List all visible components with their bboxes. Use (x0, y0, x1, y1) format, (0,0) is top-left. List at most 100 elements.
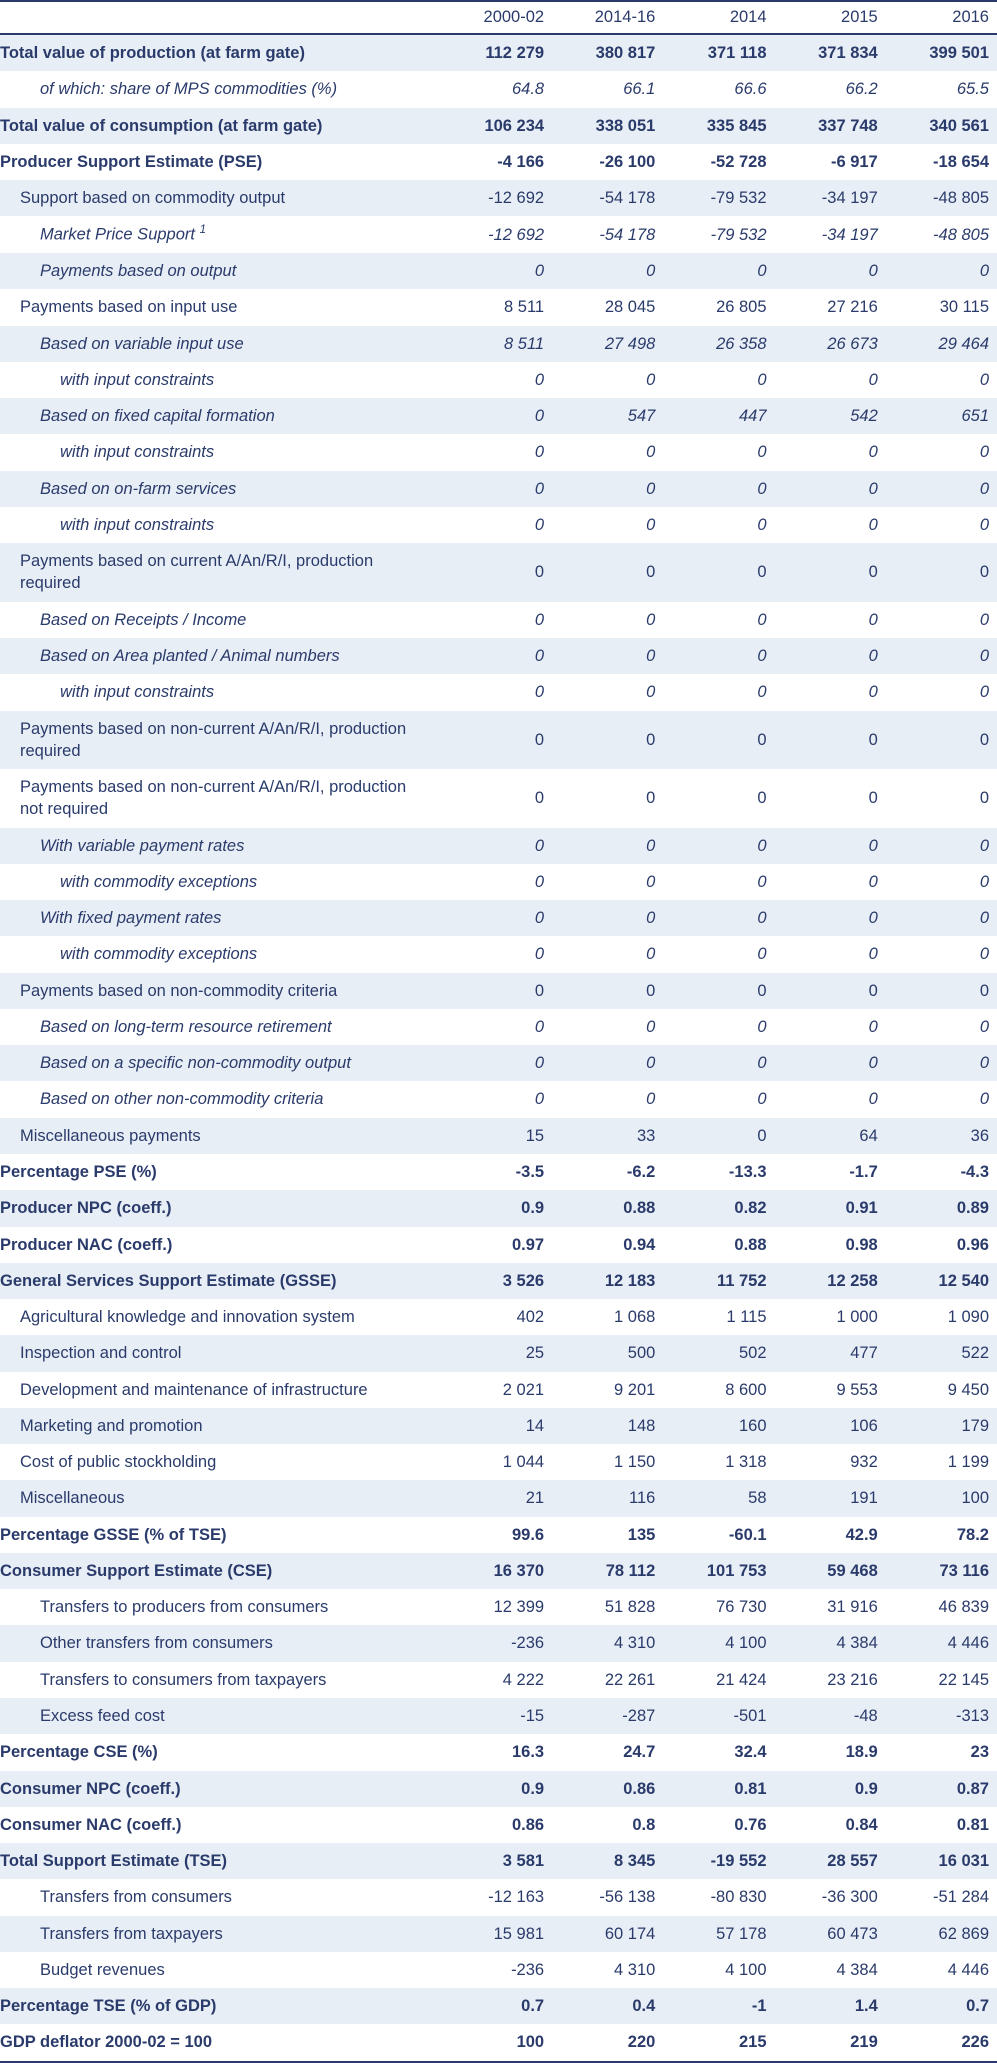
cell-value: 502 (663, 1335, 774, 1371)
cell-value: 0 (886, 638, 997, 674)
cell-value: 60 473 (775, 1916, 886, 1952)
table-row: Total value of consumption (at farm gate… (0, 108, 997, 144)
cell-value: 3 526 (441, 1263, 552, 1299)
col-2014-16: 2014-16 (552, 1, 663, 34)
cell-value: 0.7 (441, 1988, 552, 2024)
cell-value: 16.3 (441, 1734, 552, 1770)
cell-value: 0 (663, 711, 774, 770)
table-row: Based on long-term resource retirement00… (0, 1009, 997, 1045)
cell-value: 0.91 (775, 1190, 886, 1226)
row-label-text: Transfers to producers from consumers (40, 1598, 328, 1616)
cell-value: 148 (552, 1408, 663, 1444)
table-row: Producer NAC (coeff.)0.970.940.880.980.9… (0, 1227, 997, 1263)
row-label-text: With fixed payment rates (40, 909, 221, 927)
table-row: Based on on-farm services00000 (0, 471, 997, 507)
cell-value: 0 (886, 471, 997, 507)
cell-value: 0 (663, 973, 774, 1009)
cell-value: -313 (886, 1698, 997, 1734)
cell-value: 116 (552, 1480, 663, 1516)
cell-value: 0 (441, 362, 552, 398)
row-label-text: Market Price Support (40, 226, 195, 244)
cell-value: 26 673 (775, 326, 886, 362)
cell-value: 1 318 (663, 1444, 774, 1480)
cell-value: 0 (663, 1118, 774, 1154)
cell-value: 0 (441, 602, 552, 638)
col-2014: 2014 (663, 1, 774, 34)
cell-value: 0 (886, 674, 997, 710)
table-row: Marketing and promotion14148160106179 (0, 1408, 997, 1444)
cell-value: -18 654 (886, 144, 997, 180)
cell-value: 500 (552, 1335, 663, 1371)
cell-value: 0 (441, 507, 552, 543)
cell-value: 371 834 (775, 34, 886, 71)
cell-value: 0 (775, 1045, 886, 1081)
cell-value: 0 (663, 471, 774, 507)
cell-value: 0.96 (886, 1227, 997, 1263)
cell-value: 78 112 (552, 1553, 663, 1589)
cell-value: 0 (552, 362, 663, 398)
cell-value: -48 (775, 1698, 886, 1734)
cell-value: 46 839 (886, 1589, 997, 1625)
cell-value: 9 450 (886, 1372, 997, 1408)
cell-value: 191 (775, 1480, 886, 1516)
cell-value: -15 (441, 1698, 552, 1734)
table-row: Producer NPC (coeff.)0.90.880.820.910.89 (0, 1190, 997, 1226)
table-row: Percentage TSE (% of GDP)0.70.4-11.40.7 (0, 1988, 997, 2024)
cell-value: 0 (663, 253, 774, 289)
cell-value: 8 600 (663, 1372, 774, 1408)
cell-value: 0 (441, 864, 552, 900)
cell-value: 0 (441, 1045, 552, 1081)
row-label: Based on fixed capital formation (0, 398, 441, 434)
cell-value: -34 197 (775, 216, 886, 253)
cell-value: 0 (441, 434, 552, 470)
cell-value: 18.9 (775, 1734, 886, 1770)
col-2015: 2015 (775, 1, 886, 34)
row-label: Agricultural knowledge and innovation sy… (0, 1299, 441, 1335)
table-row: Excess feed cost-15-287-501-48-313 (0, 1698, 997, 1734)
row-label-text: of which: share of MPS commodities (%) (40, 80, 337, 98)
row-label: General Services Support Estimate (GSSE) (0, 1263, 441, 1299)
row-label: Percentage TSE (% of GDP) (0, 1988, 441, 2024)
cell-value: 547 (552, 398, 663, 434)
cell-value: 26 805 (663, 289, 774, 325)
row-label: Development and maintenance of infrastru… (0, 1372, 441, 1408)
cell-value: 0 (886, 769, 997, 828)
row-label: of which: share of MPS commodities (%) (0, 71, 441, 107)
row-label-text: Miscellaneous payments (20, 1127, 201, 1145)
cell-value: 64.8 (441, 71, 552, 107)
cell-value: 76 730 (663, 1589, 774, 1625)
cell-value: 338 051 (552, 108, 663, 144)
cell-value: 0 (552, 1081, 663, 1117)
cell-value: 651 (886, 398, 997, 434)
cell-value: 4 384 (775, 1625, 886, 1661)
row-label: Payments based on non-current A/An/R/I, … (0, 769, 441, 828)
cell-value: 0 (886, 602, 997, 638)
cell-value: 932 (775, 1444, 886, 1480)
cell-value: 380 817 (552, 34, 663, 71)
cell-value: 12 399 (441, 1589, 552, 1625)
row-label: Producer NPC (coeff.) (0, 1190, 441, 1226)
row-label-text: Total Support Estimate (TSE) (0, 1852, 227, 1870)
cell-value: 0.89 (886, 1190, 997, 1226)
cell-value: 0 (886, 434, 997, 470)
cell-value: 99.6 (441, 1517, 552, 1553)
cell-value: 0 (663, 828, 774, 864)
table-row: Budget revenues-2364 3104 1004 3844 446 (0, 1952, 997, 1988)
row-label: Consumer NAC (coeff.) (0, 1807, 441, 1843)
cell-value: 0 (775, 769, 886, 828)
cell-value: 0.4 (552, 1988, 663, 2024)
cell-value: 0.81 (886, 1807, 997, 1843)
row-label-text: Total value of consumption (at farm gate… (0, 117, 322, 135)
cell-value: 0 (552, 602, 663, 638)
cell-value: 4 446 (886, 1625, 997, 1661)
cell-value: 1 044 (441, 1444, 552, 1480)
cell-value: 0.88 (663, 1227, 774, 1263)
table-row: GDP deflator 2000-02 = 10010022021521922… (0, 2024, 997, 2061)
cell-value: 477 (775, 1335, 886, 1371)
table-row: Development and maintenance of infrastru… (0, 1372, 997, 1408)
cell-value: 66.1 (552, 71, 663, 107)
table-row: with input constraints00000 (0, 507, 997, 543)
table-row: With fixed payment rates00000 (0, 900, 997, 936)
table-row: Based on a specific non-commodity output… (0, 1045, 997, 1081)
cell-value: 0 (552, 1045, 663, 1081)
